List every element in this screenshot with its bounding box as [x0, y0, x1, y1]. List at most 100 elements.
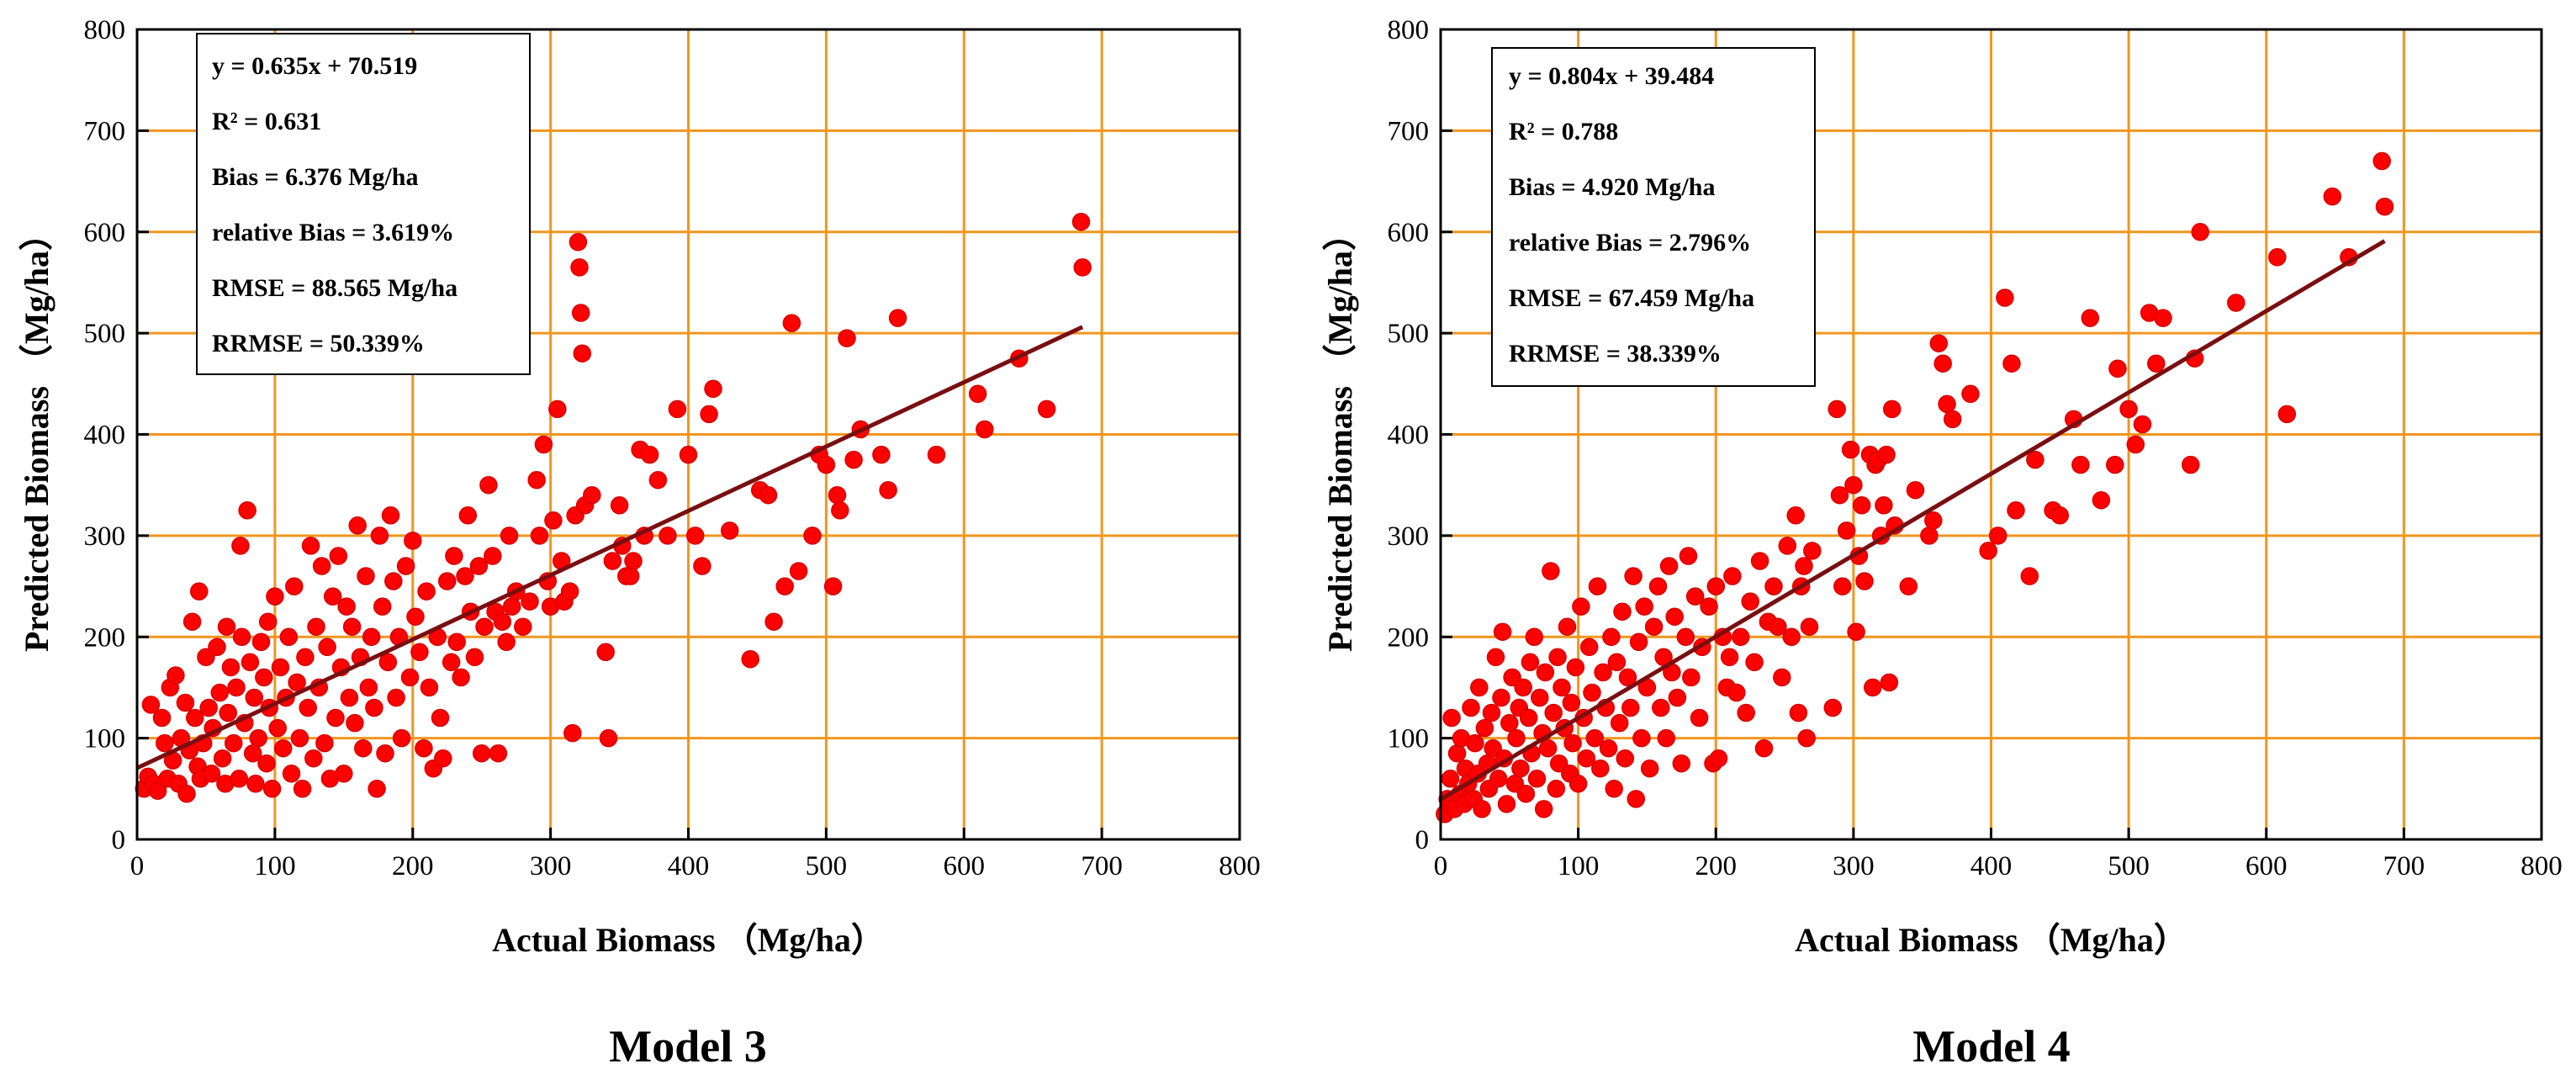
data-point: [1906, 480, 1925, 500]
regression-line: [135, 325, 1084, 770]
data-point: [315, 733, 334, 753]
data-point: [888, 309, 907, 327]
data-point: [1875, 496, 1893, 515]
data-point: [2092, 490, 2111, 510]
data-point: [406, 607, 425, 626]
data-point: [527, 470, 546, 490]
data-point: [219, 703, 237, 722]
y-axis-title: Predicted Biomass （Mg/ha）: [18, 217, 56, 652]
data-point: [1470, 678, 1489, 697]
data-point: [167, 666, 185, 685]
stat-equation: y = 0.804x + 39.484: [1509, 62, 1714, 90]
data-point: [1709, 749, 1728, 768]
data-point: [560, 582, 579, 601]
data-point: [1563, 733, 1582, 753]
y-tick-label: 300: [1388, 521, 1430, 552]
data-point: [368, 780, 386, 798]
y-tick-label: 200: [1388, 622, 1430, 653]
data-point: [1754, 738, 1774, 758]
data-point: [659, 527, 677, 545]
data-point: [976, 420, 994, 439]
data-point: [1071, 212, 1091, 231]
data-point: [2323, 187, 2342, 206]
y-tick-label: 500: [84, 319, 126, 349]
data-point: [472, 744, 491, 763]
data-point: [296, 648, 315, 667]
data-point: [266, 587, 284, 606]
chart-caption: Model 4: [1912, 1021, 2070, 1072]
data-point: [1979, 542, 1997, 560]
data-point: [434, 749, 452, 768]
data-point: [1519, 708, 1538, 728]
data-point: [782, 314, 801, 332]
data-point: [1833, 577, 1852, 595]
data-point: [2154, 309, 2172, 327]
stat-r-squared: R² = 0.788: [1509, 118, 1618, 146]
data-point: [210, 683, 230, 702]
data-point: [1572, 597, 1590, 616]
data-point: [530, 527, 549, 545]
data-point: [679, 445, 698, 464]
data-point: [246, 775, 265, 793]
data-point: [1500, 713, 1519, 733]
data-point: [1531, 688, 1549, 707]
data-point: [1466, 733, 1484, 753]
data-point: [1800, 617, 1819, 636]
data-point: [354, 738, 373, 758]
data-point: [326, 708, 345, 728]
data-point: [1442, 708, 1461, 728]
data-point: [1602, 627, 1621, 647]
fit-line-layer: [135, 325, 1084, 770]
x-tick-label: 600: [944, 851, 986, 881]
data-point: [1750, 552, 1769, 570]
data-point: [323, 587, 342, 606]
y-axis-title: Predicted Biomass （Mg/ha）: [1321, 217, 1359, 652]
data-point: [803, 527, 822, 545]
data-point: [1585, 728, 1605, 748]
stat-bias: Bias = 6.376 Mg/ha: [212, 163, 418, 191]
fit-line-layer: [1439, 239, 2386, 802]
data-point: [437, 572, 457, 590]
data-point: [373, 597, 392, 616]
y-tick-label: 400: [84, 421, 126, 451]
data-point: [2081, 309, 2100, 327]
data-point: [2372, 151, 2391, 171]
data-point: [563, 723, 582, 743]
data-point: [1525, 627, 1544, 647]
data-point: [764, 612, 783, 631]
data-point: [337, 597, 356, 616]
data-point: [1475, 718, 1494, 738]
data-point: [968, 384, 987, 404]
data-point: [879, 480, 897, 500]
data-point: [2191, 223, 2209, 241]
data-point: [458, 506, 478, 525]
data-point: [2133, 415, 2152, 434]
data-point: [1547, 780, 1566, 798]
data-point: [1527, 770, 1547, 788]
data-point: [465, 648, 484, 667]
data-point: [1562, 693, 1581, 712]
stat-bias: Bias = 4.920 Mg/ha: [1509, 173, 1715, 201]
data-point: [1627, 790, 1646, 808]
data-point: [1568, 775, 1588, 793]
y-tick-label: 100: [1388, 724, 1430, 754]
data-point: [2108, 359, 2127, 378]
data-point: [1797, 728, 1816, 748]
data-point: [844, 450, 863, 469]
data-point: [1847, 622, 1865, 641]
data-point: [1961, 384, 1980, 404]
data-point: [624, 552, 643, 570]
y-tick-label: 0: [1415, 825, 1430, 855]
data-point: [2002, 354, 2021, 373]
data-point: [693, 557, 711, 575]
data-point: [346, 713, 364, 733]
data-point: [1682, 668, 1701, 687]
data-point: [1544, 703, 1563, 722]
data-point: [227, 678, 246, 697]
data-point: [583, 485, 601, 505]
y-tick-label: 600: [84, 218, 126, 248]
data-point: [1624, 567, 1642, 585]
data-point: [365, 698, 383, 717]
data-point: [573, 344, 592, 363]
data-point: [1690, 708, 1709, 728]
